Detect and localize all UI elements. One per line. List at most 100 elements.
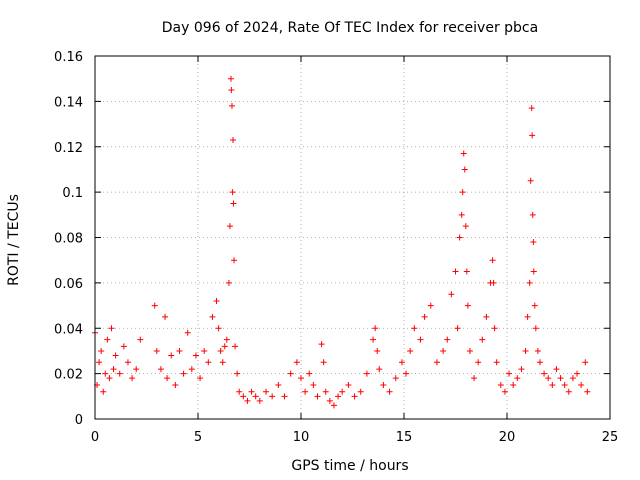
- data-point: [244, 397, 251, 404]
- data-point: [345, 381, 352, 388]
- data-point: [462, 223, 469, 230]
- data-point: [440, 347, 447, 354]
- data-point: [256, 397, 263, 404]
- data-point: [545, 375, 552, 382]
- data-point: [129, 375, 136, 382]
- y-tick-label: 0.02: [54, 368, 83, 383]
- data-point: [298, 375, 304, 382]
- y-axis-title: ROTI / TECUs: [6, 194, 22, 286]
- data-point: [522, 347, 529, 354]
- data-point: [497, 381, 504, 388]
- data-point: [549, 381, 556, 388]
- data-point: [427, 302, 434, 309]
- data-points: [92, 75, 591, 409]
- data-point: [518, 366, 525, 373]
- data-point: [205, 359, 212, 366]
- axis-ticks: 0 5 10 15 20 25 0 0.02 0.04 0.06 0.08 0.1 0.12 0.14 0.…: [54, 50, 618, 445]
- data-point: [370, 336, 377, 343]
- data-point: [252, 393, 259, 400]
- data-point: [471, 375, 478, 382]
- data-point: [100, 388, 107, 395]
- data-point: [281, 393, 288, 400]
- data-point: [98, 347, 105, 354]
- data-point: [464, 302, 471, 309]
- data-point: [466, 347, 473, 354]
- data-point: [565, 388, 572, 395]
- data-point: [490, 279, 497, 286]
- data-point: [411, 325, 418, 332]
- data-point: [226, 223, 233, 230]
- data-point: [398, 359, 405, 366]
- data-point: [269, 393, 276, 400]
- data-point: [133, 366, 140, 373]
- data-point: [137, 336, 144, 343]
- data-point: [493, 359, 500, 366]
- data-point: [106, 375, 113, 382]
- data-point: [180, 370, 187, 377]
- data-point: [302, 388, 309, 395]
- data-point: [475, 359, 482, 366]
- y-tick-label: 0.14: [54, 95, 83, 110]
- data-point: [574, 370, 581, 377]
- data-point: [234, 370, 241, 377]
- data-point: [454, 325, 461, 332]
- data-point: [407, 347, 414, 354]
- data-point: [215, 325, 222, 332]
- data-point: [192, 352, 199, 359]
- data-point: [151, 302, 158, 309]
- data-point: [157, 366, 164, 373]
- data-point: [310, 381, 317, 388]
- data-point: [248, 388, 255, 395]
- data-point: [232, 343, 239, 350]
- data-point: [561, 381, 568, 388]
- data-point: [230, 136, 237, 143]
- y-tick-label: 0: [75, 413, 83, 428]
- data-point: [357, 388, 364, 395]
- data-point: [326, 397, 333, 404]
- x-axis-title: GPS time / hours: [291, 458, 408, 474]
- data-point: [584, 388, 591, 395]
- data-point: [506, 370, 513, 377]
- data-point: [536, 359, 543, 366]
- data-point: [372, 325, 379, 332]
- data-point: [529, 211, 536, 218]
- data-point: [219, 359, 226, 366]
- x-tick-label: 15: [396, 430, 413, 445]
- data-point: [386, 388, 393, 395]
- data-point: [460, 150, 467, 157]
- data-point: [322, 388, 329, 395]
- data-point: [578, 381, 585, 388]
- plot-frame: [94, 55, 611, 420]
- y-tick-label: 0.04: [54, 322, 83, 337]
- data-point: [448, 291, 455, 298]
- data-point: [188, 366, 195, 373]
- data-point: [306, 370, 313, 377]
- data-point: [582, 359, 589, 366]
- data-point: [153, 347, 160, 354]
- data-point: [262, 388, 269, 395]
- x-tick-label: 25: [602, 430, 619, 445]
- data-point: [335, 393, 342, 400]
- data-point: [527, 177, 534, 184]
- data-point: [491, 325, 498, 332]
- data-point: [557, 375, 564, 382]
- data-point: [403, 370, 410, 377]
- data-point: [489, 257, 496, 264]
- data-point: [534, 347, 541, 354]
- data-point: [452, 268, 459, 275]
- data-point: [330, 402, 337, 409]
- data-point: [501, 388, 508, 395]
- data-point: [201, 347, 208, 354]
- data-point: [287, 370, 294, 377]
- data-point: [458, 211, 465, 218]
- data-point: [225, 279, 232, 286]
- y-tick-label: 0.06: [54, 277, 83, 292]
- data-point: [380, 381, 387, 388]
- data-point: [116, 370, 123, 377]
- data-point: [553, 366, 560, 373]
- data-point: [524, 313, 531, 320]
- data-point: [231, 257, 238, 264]
- x-tick-label: 0: [91, 430, 99, 445]
- data-point: [124, 359, 131, 366]
